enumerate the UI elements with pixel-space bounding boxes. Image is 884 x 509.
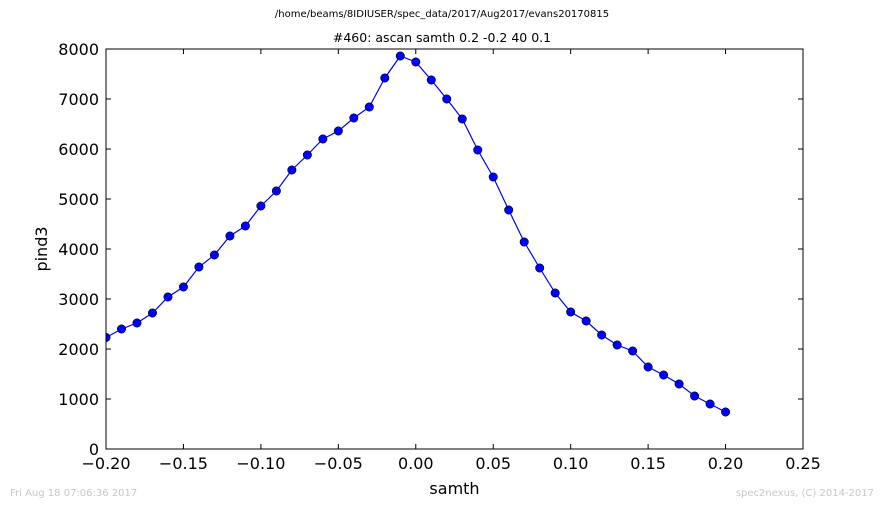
data-point xyxy=(488,172,498,182)
data-point xyxy=(364,102,374,112)
y-tick-label: 8000 xyxy=(58,40,99,59)
footer-timestamp: Fri Aug 18 07:06:36 2017 xyxy=(10,488,138,499)
x-axis: −0.20 −0.15 −0.10 −0.05 0.00 0.05 0.10 0.15 0.20… xyxy=(81,49,821,473)
y-tick-label: 5000 xyxy=(58,190,99,209)
data-point xyxy=(550,288,560,298)
y-tick-label: 7000 xyxy=(58,90,99,109)
data-point xyxy=(659,370,669,380)
x-tick-label: −0.15 xyxy=(159,454,208,473)
data-point xyxy=(147,308,157,318)
data-point xyxy=(519,237,529,247)
data-point xyxy=(194,262,204,272)
x-tick-label: −0.05 xyxy=(314,454,363,473)
data-point xyxy=(395,51,405,61)
data-point xyxy=(225,231,235,241)
data-point xyxy=(240,221,250,231)
data-point xyxy=(566,307,576,317)
y-axis: 0 1000 2000 3000 4000 5000 6000 7000 8000 xyxy=(58,40,803,459)
x-tick-label: 0.15 xyxy=(630,454,666,473)
chart-suptitle: /home/beams/8IDIUSER/spec_data/2017/Aug2… xyxy=(274,9,610,20)
x-tick-label: 0.25 xyxy=(785,454,821,473)
y-axis-label: pind3 xyxy=(32,226,51,271)
footer-credit: spec2nexus, (C) 2014-2017 xyxy=(735,488,874,499)
y-tick-label: 2000 xyxy=(58,340,99,359)
data-point xyxy=(426,75,436,85)
data-point xyxy=(674,379,684,389)
data-point xyxy=(643,362,653,372)
data-point xyxy=(132,318,142,328)
data-point xyxy=(318,134,328,144)
data-point xyxy=(597,330,607,340)
data-point xyxy=(163,292,173,302)
x-tick-label: 0.00 xyxy=(398,454,434,473)
y-tick-label: 1000 xyxy=(58,390,99,409)
data-point xyxy=(256,201,266,211)
data-point xyxy=(504,205,514,215)
data-point xyxy=(581,316,591,326)
y-tick-label: 6000 xyxy=(58,140,99,159)
x-axis-label: samth xyxy=(429,479,479,498)
data-point xyxy=(209,250,219,260)
data-point xyxy=(690,391,700,401)
data-point xyxy=(721,407,731,417)
data-point xyxy=(705,399,715,409)
data-point xyxy=(411,57,421,67)
data-point xyxy=(349,113,359,123)
y-tick-label: 3000 xyxy=(58,290,99,309)
data-point xyxy=(457,114,467,124)
data-point xyxy=(287,165,297,175)
data-point xyxy=(302,150,312,160)
y-tick-label: 0 xyxy=(89,440,99,459)
data-point xyxy=(178,282,188,292)
data-point xyxy=(333,126,343,136)
data-point xyxy=(380,73,390,83)
chart-marks xyxy=(106,51,731,417)
x-tick-label: 0.20 xyxy=(708,454,744,473)
data-point xyxy=(442,94,452,104)
data-point xyxy=(116,324,126,334)
chart-title: #460: ascan samth 0.2 -0.2 40 0.1 xyxy=(332,30,552,45)
data-point xyxy=(628,346,638,356)
y-tick-label: 4000 xyxy=(58,240,99,259)
x-tick-label: 0.05 xyxy=(475,454,511,473)
data-point xyxy=(271,186,281,196)
x-tick-label: −0.20 xyxy=(81,454,130,473)
series-line xyxy=(106,55,726,413)
data-point xyxy=(612,340,622,350)
data-point xyxy=(535,263,545,273)
data-point xyxy=(473,145,483,155)
x-tick-label: 0.10 xyxy=(553,454,589,473)
x-tick-label: −0.10 xyxy=(236,454,285,473)
